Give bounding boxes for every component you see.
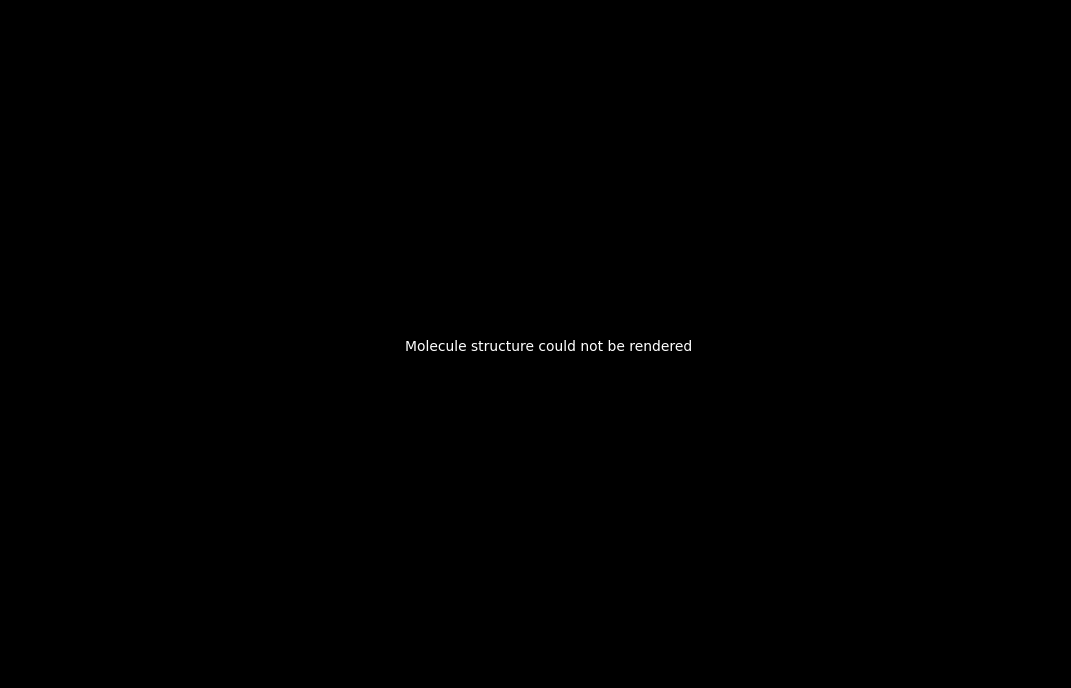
Text: Molecule structure could not be rendered: Molecule structure could not be rendered: [405, 341, 693, 354]
